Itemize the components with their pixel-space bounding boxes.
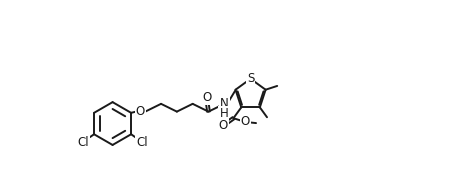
Text: O: O (240, 115, 250, 128)
Text: O: O (219, 119, 228, 132)
Text: S: S (247, 72, 254, 85)
Text: O: O (136, 105, 145, 118)
Text: H: H (219, 107, 228, 120)
Text: Cl: Cl (77, 135, 89, 149)
Text: Cl: Cl (136, 135, 148, 149)
Text: N: N (220, 97, 229, 110)
Text: O: O (202, 91, 211, 104)
